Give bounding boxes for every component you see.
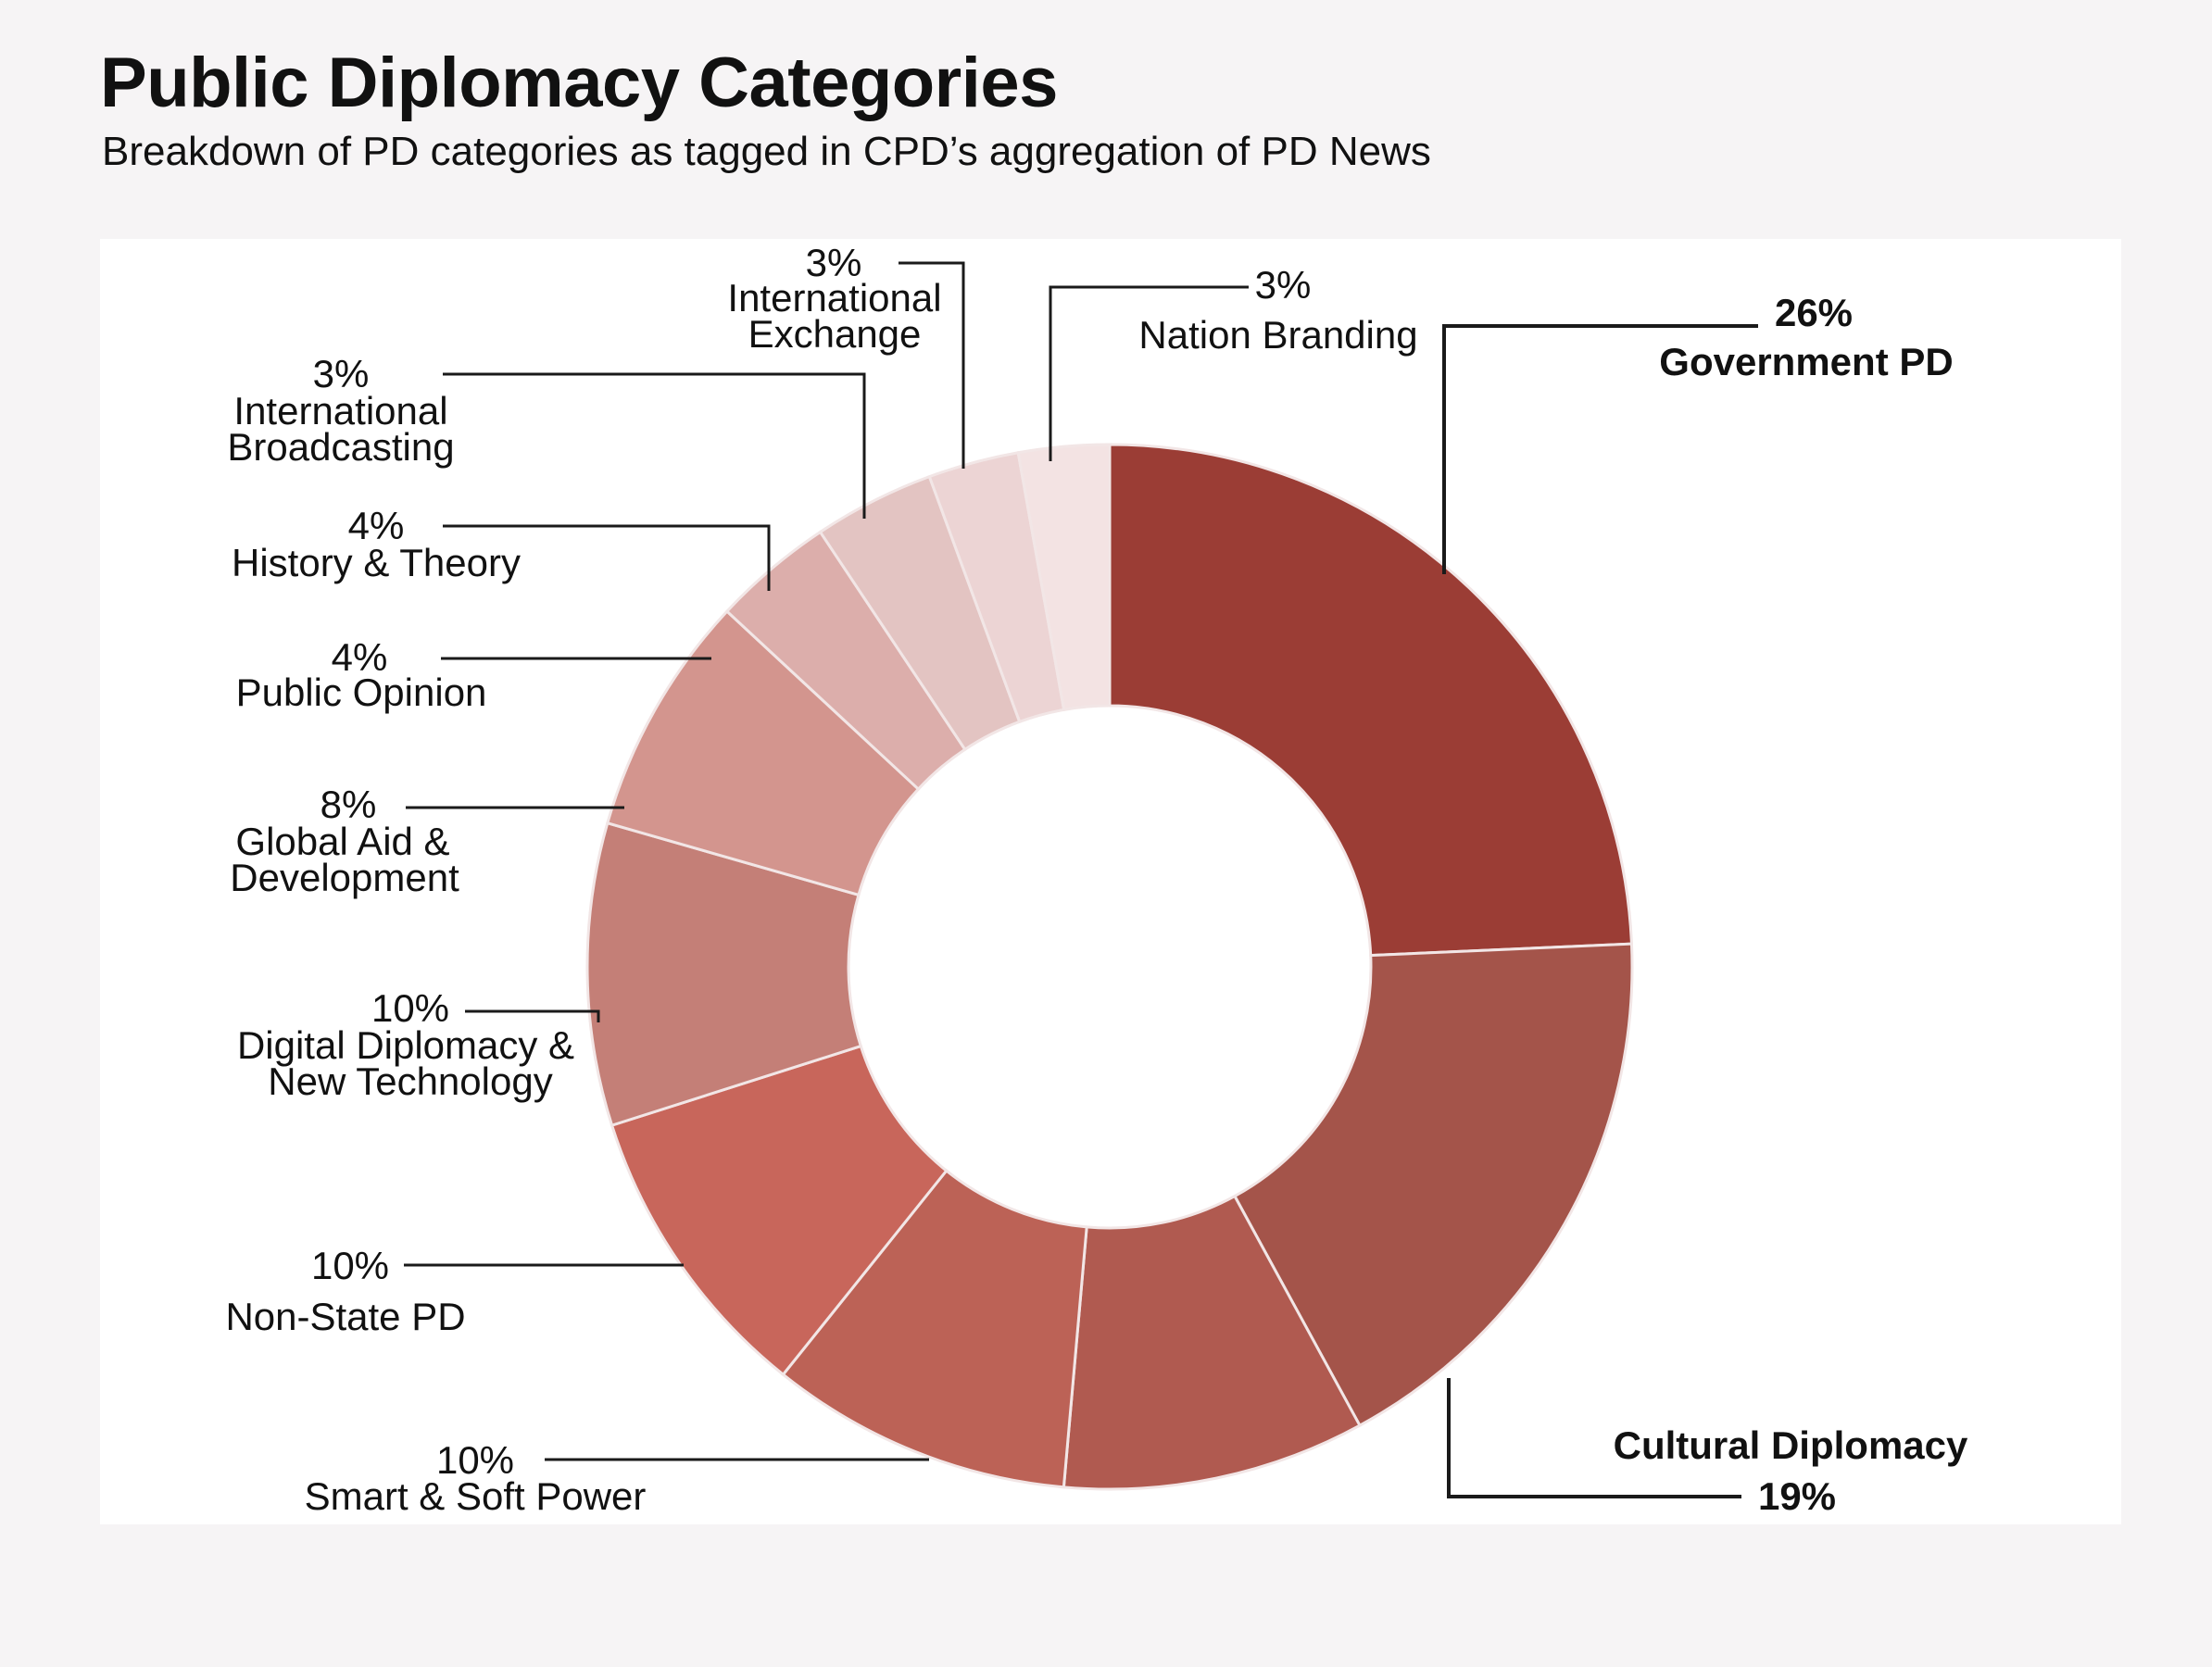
slice-digital-diplomacy-new-technology [585, 821, 863, 1128]
label-name-government-pd: Government PD [1659, 340, 1953, 383]
label-name-cultural-diplomacy: Cultural Diplomacy [1614, 1423, 1968, 1467]
label-pct-non-state-pd: 10% [311, 1244, 389, 1287]
label-name-nation-branding: Nation Branding [1138, 313, 1417, 357]
label-pct-digital-diplomacy: 10% [371, 986, 449, 1030]
chart-panel: 26% Government PD Cultural Diplomacy 19%… [100, 239, 2121, 1524]
label-name-global-aid-line2: Development [230, 856, 459, 899]
label-name-international-broadcasting-line2: Broadcasting [227, 425, 454, 469]
leader-cultural-diplomacy [1447, 1378, 1741, 1498]
leader-digital-diplomacy [465, 1009, 600, 1022]
slice-international-exchange [1016, 443, 1112, 712]
label-name-international-exchange-line1: International [727, 276, 941, 320]
label-name-digital-diplomacy-line1: Digital Diplomacy & [237, 1023, 574, 1067]
label-name-international-exchange-line2: Exchange [748, 312, 922, 356]
donut-slices [585, 443, 1634, 1491]
label-pct-nation-branding: 3% [1255, 263, 1312, 307]
slice-unlabeled-2 [1062, 1194, 1363, 1491]
leader-government-pd [1442, 324, 1758, 574]
slice-non-state-pd [610, 1044, 949, 1377]
leader-nation-branding [1049, 285, 1249, 461]
slice-cultural-diplomacy [1232, 942, 1634, 1428]
leader-history-theory [443, 524, 771, 591]
label-name-non-state-pd: Non-State PD [225, 1295, 465, 1338]
leader-international-broadcasting [443, 372, 866, 519]
chart-subtitle: Breakdown of PD categories as tagged in … [102, 129, 1431, 174]
label-name-public-opinion: Public Opinion [236, 671, 487, 714]
label-name-smart-soft-power: Smart & Soft Power [305, 1474, 647, 1518]
label-pct-government-pd: 26% [1775, 291, 1853, 334]
label-pct-global-aid: 8% [320, 783, 377, 826]
label-name-global-aid-line1: Global Aid & [235, 820, 449, 863]
label-name-international-broadcasting-line1: International [233, 389, 447, 432]
label-name-history-theory: History & Theory [232, 541, 521, 584]
slice-smart-soft-power [781, 1169, 1088, 1489]
label-pct-international-exchange: 3% [806, 241, 862, 284]
label-pct-public-opinion: 4% [332, 635, 388, 679]
label-pct-smart-soft-power: 10% [436, 1438, 514, 1482]
label-pct-international-broadcasting: 3% [313, 352, 370, 395]
slice-labels: 26% Government PD Cultural Diplomacy 19%… [225, 241, 1968, 1518]
chart-title: Public Diplomacy Categories [100, 44, 1058, 122]
leader-international-exchange [899, 261, 965, 469]
donut-chart: 26% Government PD Cultural Diplomacy 19%… [225, 241, 1968, 1518]
label-pct-cultural-diplomacy: 19% [1758, 1474, 1836, 1518]
label-name-digital-diplomacy-line2: New Technology [268, 1059, 552, 1103]
label-pct-history-theory: 4% [348, 504, 405, 547]
slice-government-pd [1108, 443, 1634, 958]
